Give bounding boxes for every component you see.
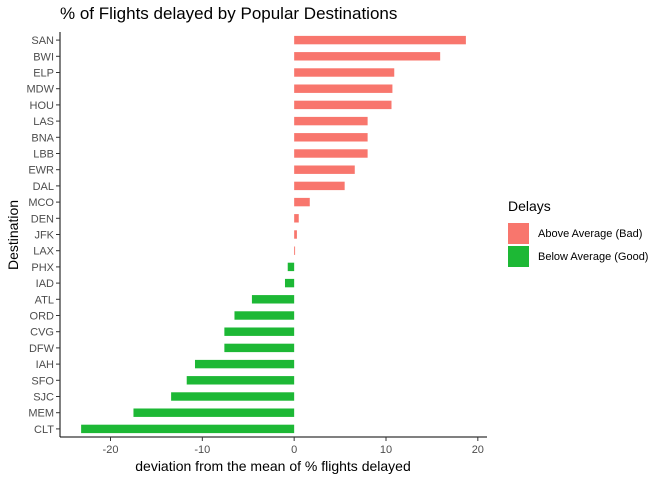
legend-key-above	[508, 223, 529, 244]
x-axis-title: deviation from the mean of % flights del…	[135, 458, 411, 474]
y-tick-label: MEM	[28, 408, 54, 420]
x-tick-label: -20	[103, 444, 119, 456]
bar-lax	[294, 246, 296, 255]
bar-sfo	[186, 376, 295, 385]
y-tick-label: IAD	[36, 278, 54, 290]
bar-iah	[194, 359, 295, 369]
bar-elp	[294, 68, 395, 77]
y-tick-label: MDW	[27, 84, 55, 96]
legend: Delays Above Average (Bad) Below Average…	[508, 198, 648, 268]
bar-las	[294, 116, 368, 126]
bar-hou	[294, 100, 392, 110]
y-tick-label: LAS	[33, 116, 54, 128]
bars-group	[81, 35, 466, 434]
y-axis-ticks: SAN BWI ELP MDW HOU LAS BNA LBB EWR DAL MCO DEN JFK L…	[27, 35, 60, 436]
y-tick-label: ORD	[30, 311, 55, 323]
bar-sjc	[171, 392, 295, 401]
y-tick-label: EWR	[28, 165, 54, 177]
y-tick-label: CLT	[34, 424, 54, 436]
x-tick-label: -10	[194, 444, 210, 456]
bar-san	[294, 35, 466, 45]
bar-jfk	[294, 230, 297, 239]
legend-key-below	[508, 246, 529, 267]
bar-mco	[294, 197, 310, 207]
bar-ewr	[294, 165, 355, 174]
y-tick-label: DFW	[29, 343, 55, 355]
y-axis-title: Destination	[5, 200, 21, 270]
y-tick-label: LAX	[33, 246, 54, 258]
bar-iad	[284, 278, 295, 288]
bar-phx	[287, 262, 295, 272]
legend-label-below: Below Average (Good)	[538, 250, 649, 263]
bar-dal	[294, 181, 345, 191]
y-tick-label: ELP	[33, 68, 54, 80]
y-tick-label: IAH	[36, 359, 54, 371]
y-tick-label: LBB	[33, 149, 54, 161]
y-tick-label: MCO	[28, 197, 54, 209]
x-tick-label: 0	[291, 444, 297, 456]
bar-atl	[251, 295, 295, 304]
y-tick-label: JFK	[34, 230, 54, 242]
bar-dfw	[224, 343, 295, 353]
x-tick-label: 10	[380, 444, 392, 456]
legend-item-above: Above Average (Bad)	[508, 222, 648, 245]
y-tick-label: CVG	[30, 327, 54, 339]
bar-cvg	[224, 327, 295, 336]
y-tick-label: ATL	[35, 294, 54, 306]
y-tick-label: PHX	[31, 262, 54, 274]
bar-ord	[234, 311, 295, 320]
bar-clt	[81, 424, 295, 434]
bar-bna	[294, 133, 368, 142]
legend-title: Delays	[508, 198, 551, 214]
bar-lbb	[294, 149, 368, 158]
bar-bwi	[294, 52, 441, 61]
x-axis-ticks: -20 -10 0 10 20	[103, 437, 484, 456]
y-tick-label: HOU	[30, 100, 55, 112]
y-tick-label: BNA	[31, 132, 54, 144]
y-tick-label: DEN	[31, 213, 54, 225]
y-tick-label: SAN	[31, 35, 54, 47]
legend-item-below: Below Average (Good)	[508, 245, 648, 268]
y-tick-label: DAL	[33, 181, 54, 193]
bar-den	[294, 214, 299, 223]
bar-mem	[133, 408, 295, 417]
y-tick-label: SJC	[33, 392, 54, 404]
x-tick-label: 20	[472, 444, 484, 456]
chart-title: % of Flights delayed by Popular Destinat…	[60, 4, 398, 23]
bar-mdw	[294, 84, 393, 93]
y-tick-label: BWI	[33, 51, 54, 63]
legend-label-above: Above Average (Bad)	[538, 227, 643, 240]
y-tick-label: SFO	[31, 375, 54, 387]
